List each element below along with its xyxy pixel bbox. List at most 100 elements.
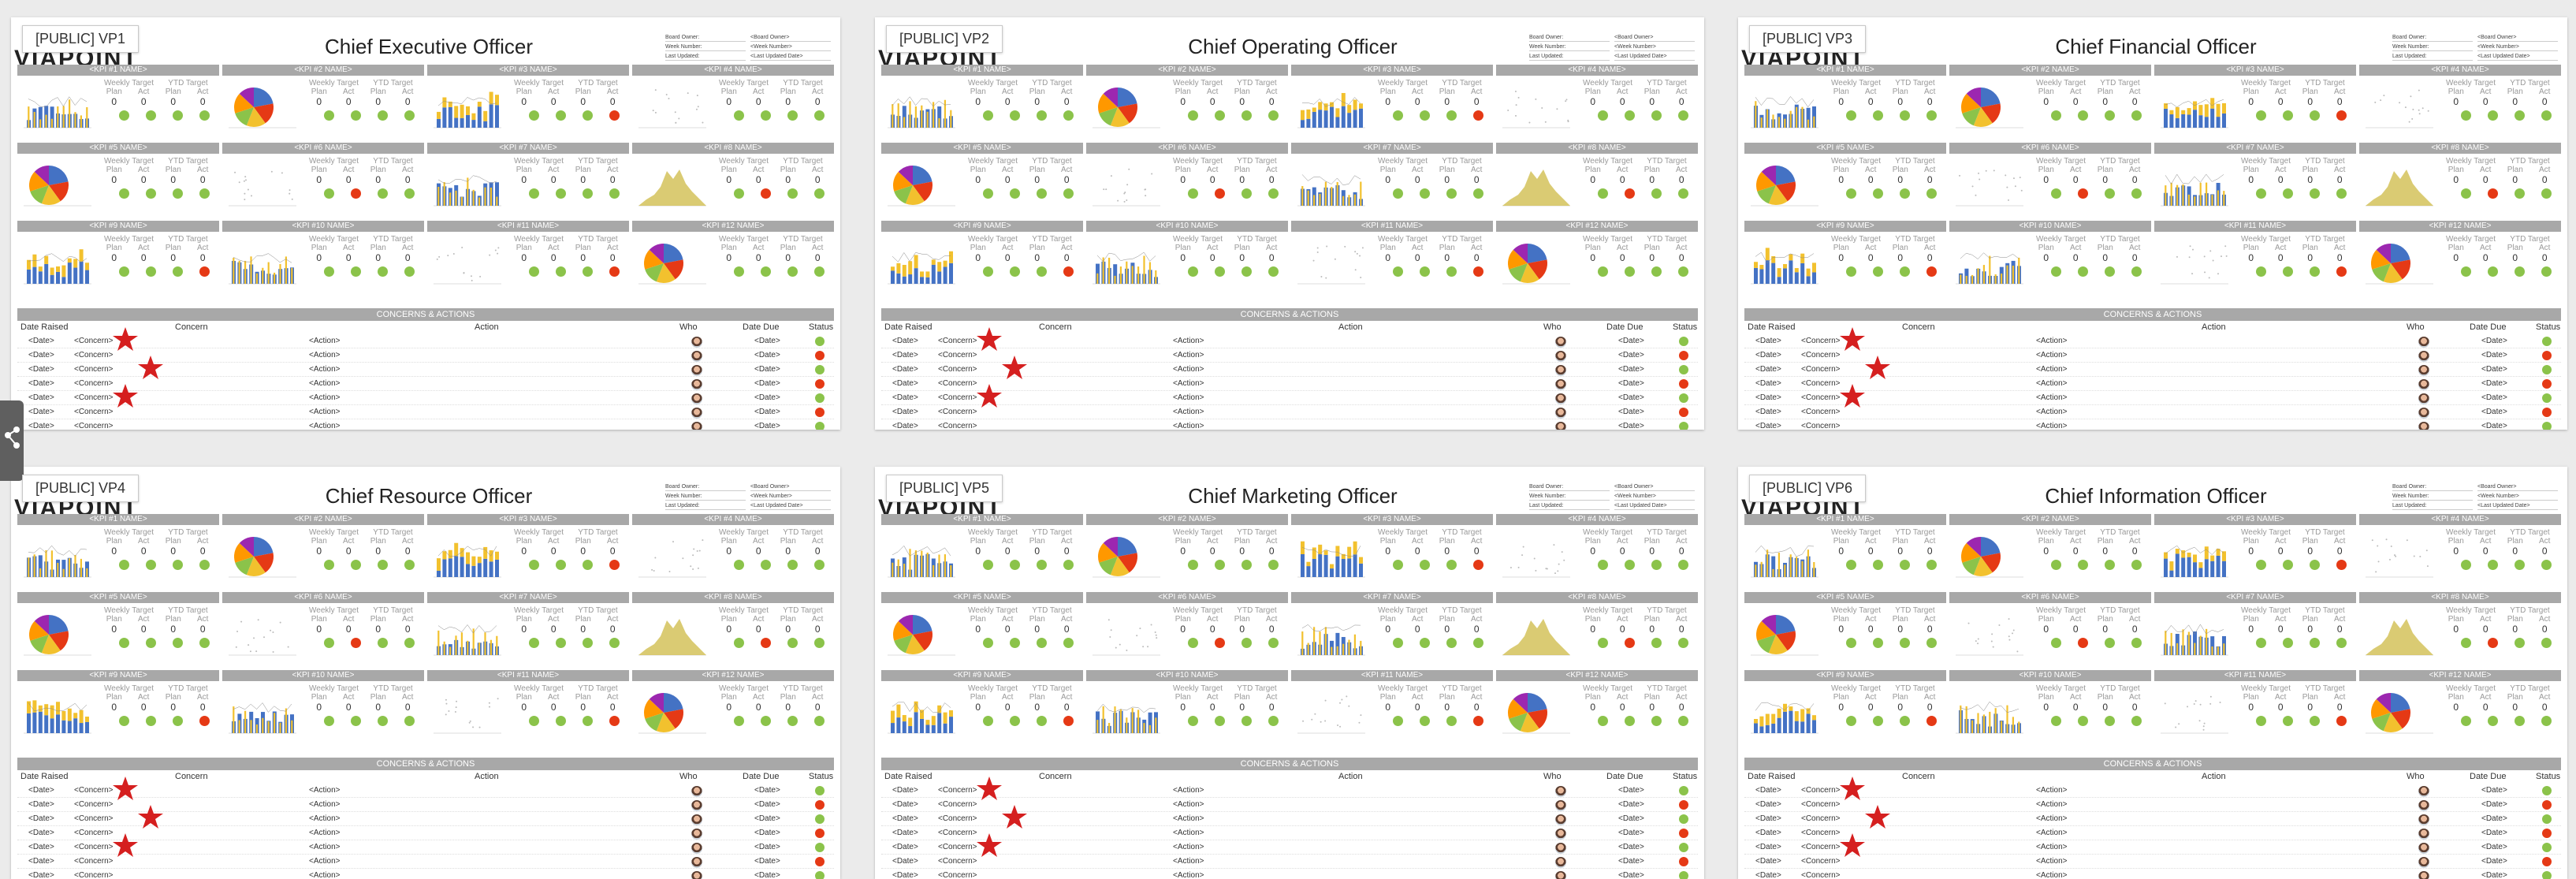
dashboard-panel[interactable]: VIAPOINT [PUBLIC] VP1 Chief Executive Offi… bbox=[11, 17, 840, 430]
kpi-card[interactable]: <KPI #9 NAME> Weekly Target YTD Target Plan… bbox=[1744, 221, 1946, 296]
concern-row[interactable]: <Date> <Concern> <Action> <Date> bbox=[1744, 363, 2561, 377]
concern-row[interactable]: <Date> <Concern> <Action> <Date> bbox=[17, 869, 834, 879]
concern-row[interactable]: <Date> <Concern> <Action> <Date> bbox=[881, 419, 1698, 430]
kpi-card[interactable]: <KPI #3 NAME> Weekly Target YTD Target Plan… bbox=[427, 65, 629, 140]
concern-row[interactable]: <Date> <Concern> <Action> <Date> bbox=[17, 419, 834, 430]
kpi-card[interactable]: <KPI #7 NAME> Weekly Target YTD Target Plan… bbox=[427, 143, 629, 218]
kpi-card[interactable]: <KPI #11 NAME> Weekly Target YTD Target Pla… bbox=[1291, 670, 1493, 745]
kpi-card[interactable]: <KPI #5 NAME> Weekly Target YTD Target Plan… bbox=[1744, 143, 1946, 218]
kpi-card[interactable]: <KPI #12 NAME> Weekly Target YTD Target Pla… bbox=[2359, 221, 2561, 296]
kpi-card[interactable]: <KPI #4 NAME> Weekly Target YTD Target Plan… bbox=[1496, 65, 1698, 140]
kpi-card[interactable]: <KPI #4 NAME> Weekly Target YTD Target Plan… bbox=[1496, 514, 1698, 589]
panel-tag[interactable]: [PUBLIC] VP5 bbox=[886, 475, 1003, 502]
panel-tag[interactable]: [PUBLIC] VP4 bbox=[22, 475, 140, 502]
kpi-card[interactable]: <KPI #4 NAME> Weekly Target YTD Target Plan… bbox=[632, 65, 834, 140]
concern-row[interactable]: <Date> <Concern> <Action> <Date> bbox=[1744, 405, 2561, 419]
kpi-card[interactable]: <KPI #11 NAME> Weekly Target YTD Target Pla… bbox=[1291, 221, 1493, 296]
kpi-card[interactable]: <KPI #9 NAME> Weekly Target YTD Target Plan… bbox=[1744, 670, 1946, 745]
kpi-card[interactable]: <KPI #6 NAME> Weekly Target YTD Target Plan… bbox=[1949, 592, 2151, 667]
dashboard-panel[interactable]: VIAPOINT [PUBLIC] VP6 Chief Information Of… bbox=[1738, 467, 2567, 879]
kpi-card[interactable]: <KPI #7 NAME> Weekly Target YTD Target Plan… bbox=[427, 592, 629, 667]
concern-row[interactable]: <Date> <Concern> <Action> <Date> bbox=[881, 334, 1698, 348]
kpi-card[interactable]: <KPI #4 NAME> Weekly Target YTD Target Plan… bbox=[2359, 514, 2561, 589]
concern-row[interactable]: <Date> <Concern> <Action> <Date> bbox=[881, 363, 1698, 377]
concern-row[interactable]: <Date> <Concern> <Action> <Date> bbox=[881, 784, 1698, 798]
kpi-card[interactable]: <KPI #10 NAME> Weekly Target YTD Target Pla… bbox=[222, 221, 424, 296]
concern-row[interactable]: <Date> <Concern> <Action> <Date> bbox=[1744, 377, 2561, 391]
kpi-card[interactable]: <KPI #7 NAME> Weekly Target YTD Target Plan… bbox=[2154, 592, 2356, 667]
concern-row[interactable]: <Date> <Concern> <Action> <Date> bbox=[1744, 869, 2561, 879]
kpi-card[interactable]: <KPI #8 NAME> Weekly Target YTD Target Plan… bbox=[1496, 592, 1698, 667]
concern-row[interactable]: <Date> <Concern> <Action> <Date> bbox=[1744, 840, 2561, 855]
concern-row[interactable]: <Date> <Concern> <Action> <Date> bbox=[1744, 812, 2561, 826]
concern-row[interactable]: <Date> <Concern> <Action> <Date> bbox=[17, 391, 834, 405]
concern-row[interactable]: <Date> <Concern> <Action> <Date> bbox=[17, 348, 834, 363]
panel-tag[interactable]: [PUBLIC] VP1 bbox=[22, 25, 140, 53]
concern-row[interactable]: <Date> <Concern> <Action> <Date> bbox=[17, 334, 834, 348]
kpi-card[interactable]: <KPI #11 NAME> Weekly Target YTD Target Pla… bbox=[2154, 221, 2356, 296]
dashboard-panel[interactable]: VIAPOINT [PUBLIC] VP5 Chief Marketing Offi… bbox=[875, 467, 1704, 879]
concern-row[interactable]: <Date> <Concern> <Action> <Date> bbox=[881, 391, 1698, 405]
kpi-card[interactable]: <KPI #7 NAME> Weekly Target YTD Target Plan… bbox=[1291, 143, 1493, 218]
concern-row[interactable]: <Date> <Concern> <Action> <Date> bbox=[17, 798, 834, 812]
panel-tag[interactable]: [PUBLIC] VP2 bbox=[886, 25, 1003, 53]
concern-row[interactable]: <Date> <Concern> <Action> <Date> bbox=[1744, 419, 2561, 430]
kpi-card[interactable]: <KPI #2 NAME> Weekly Target YTD Target Plan… bbox=[1086, 65, 1288, 140]
concern-row[interactable]: <Date> <Concern> <Action> <Date> bbox=[881, 855, 1698, 869]
concern-row[interactable]: <Date> <Concern> <Action> <Date> bbox=[1744, 826, 2561, 840]
kpi-card[interactable]: <KPI #4 NAME> Weekly Target YTD Target Plan… bbox=[2359, 65, 2561, 140]
kpi-card[interactable]: <KPI #10 NAME> Weekly Target YTD Target Pla… bbox=[1086, 670, 1288, 745]
concern-row[interactable]: <Date> <Concern> <Action> <Date> bbox=[881, 826, 1698, 840]
kpi-card[interactable]: <KPI #10 NAME> Weekly Target YTD Target Pla… bbox=[1949, 670, 2151, 745]
kpi-card[interactable]: <KPI #5 NAME> Weekly Target YTD Target Plan… bbox=[17, 143, 219, 218]
kpi-card[interactable]: <KPI #5 NAME> Weekly Target YTD Target Plan… bbox=[17, 592, 219, 667]
kpi-card[interactable]: <KPI #8 NAME> Weekly Target YTD Target Plan… bbox=[632, 143, 834, 218]
kpi-card[interactable]: <KPI #9 NAME> Weekly Target YTD Target Plan… bbox=[17, 670, 219, 745]
kpi-card[interactable]: <KPI #12 NAME> Weekly Target YTD Target Pla… bbox=[1496, 221, 1698, 296]
kpi-card[interactable]: <KPI #3 NAME> Weekly Target YTD Target Plan… bbox=[2154, 65, 2356, 140]
kpi-card[interactable]: <KPI #1 NAME> Weekly Target YTD Target Plan… bbox=[17, 514, 219, 589]
kpi-card[interactable]: <KPI #2 NAME> Weekly Target YTD Target Plan… bbox=[1949, 65, 2151, 140]
panel-tag[interactable]: [PUBLIC] VP6 bbox=[1749, 475, 1867, 502]
kpi-card[interactable]: <KPI #1 NAME> Weekly Target YTD Target Plan… bbox=[881, 65, 1083, 140]
kpi-card[interactable]: <KPI #5 NAME> Weekly Target YTD Target Plan… bbox=[1744, 592, 1946, 667]
concern-row[interactable]: <Date> <Concern> <Action> <Date> bbox=[17, 812, 834, 826]
dashboard-panel[interactable]: VIAPOINT [PUBLIC] VP3 Chief Financial Offi… bbox=[1738, 17, 2567, 430]
concern-row[interactable]: <Date> <Concern> <Action> <Date> bbox=[881, 348, 1698, 363]
panel-tag[interactable]: [PUBLIC] VP3 bbox=[1749, 25, 1867, 53]
kpi-card[interactable]: <KPI #9 NAME> Weekly Target YTD Target Plan… bbox=[881, 221, 1083, 296]
concern-row[interactable]: <Date> <Concern> <Action> <Date> bbox=[1744, 784, 2561, 798]
concern-row[interactable]: <Date> <Concern> <Action> <Date> bbox=[1744, 391, 2561, 405]
concern-row[interactable]: <Date> <Concern> <Action> <Date> bbox=[881, 405, 1698, 419]
kpi-card[interactable]: <KPI #6 NAME> Weekly Target YTD Target Plan… bbox=[222, 592, 424, 667]
kpi-card[interactable]: <KPI #5 NAME> Weekly Target YTD Target Plan… bbox=[881, 592, 1083, 667]
kpi-card[interactable]: <KPI #3 NAME> Weekly Target YTD Target Plan… bbox=[1291, 514, 1493, 589]
kpi-card[interactable]: <KPI #11 NAME> Weekly Target YTD Target Pla… bbox=[427, 670, 629, 745]
kpi-card[interactable]: <KPI #8 NAME> Weekly Target YTD Target Plan… bbox=[2359, 592, 2561, 667]
kpi-card[interactable]: <KPI #8 NAME> Weekly Target YTD Target Plan… bbox=[1496, 143, 1698, 218]
kpi-card[interactable]: <KPI #12 NAME> Weekly Target YTD Target Pla… bbox=[1496, 670, 1698, 745]
kpi-card[interactable]: <KPI #1 NAME> Weekly Target YTD Target Plan… bbox=[1744, 65, 1946, 140]
kpi-card[interactable]: <KPI #12 NAME> Weekly Target YTD Target Pla… bbox=[632, 670, 834, 745]
concern-row[interactable]: <Date> <Concern> <Action> <Date> bbox=[881, 840, 1698, 855]
concern-row[interactable]: <Date> <Concern> <Action> <Date> bbox=[17, 855, 834, 869]
concern-row[interactable]: <Date> <Concern> <Action> <Date> bbox=[17, 840, 834, 855]
kpi-card[interactable]: <KPI #6 NAME> Weekly Target YTD Target Plan… bbox=[1086, 592, 1288, 667]
kpi-card[interactable]: <KPI #5 NAME> Weekly Target YTD Target Plan… bbox=[881, 143, 1083, 218]
kpi-card[interactable]: <KPI #8 NAME> Weekly Target YTD Target Plan… bbox=[2359, 143, 2561, 218]
concern-row[interactable]: <Date> <Concern> <Action> <Date> bbox=[881, 812, 1698, 826]
kpi-card[interactable]: <KPI #2 NAME> Weekly Target YTD Target Plan… bbox=[1086, 514, 1288, 589]
dashboard-panel[interactable]: VIAPOINT [PUBLIC] VP2 Chief Operating Offi… bbox=[875, 17, 1704, 430]
concern-row[interactable]: <Date> <Concern> <Action> <Date> bbox=[17, 377, 834, 391]
kpi-card[interactable]: <KPI #4 NAME> Weekly Target YTD Target Plan… bbox=[632, 514, 834, 589]
kpi-card[interactable]: <KPI #8 NAME> Weekly Target YTD Target Plan… bbox=[632, 592, 834, 667]
concern-row[interactable]: <Date> <Concern> <Action> <Date> bbox=[17, 405, 834, 419]
side-share-tab[interactable] bbox=[0, 400, 24, 481]
concern-row[interactable]: <Date> <Concern> <Action> <Date> bbox=[881, 869, 1698, 879]
kpi-card[interactable]: <KPI #9 NAME> Weekly Target YTD Target Plan… bbox=[17, 221, 219, 296]
kpi-card[interactable]: <KPI #2 NAME> Weekly Target YTD Target Plan… bbox=[1949, 514, 2151, 589]
kpi-card[interactable]: <KPI #12 NAME> Weekly Target YTD Target Pla… bbox=[632, 221, 834, 296]
concern-row[interactable]: <Date> <Concern> <Action> <Date> bbox=[1744, 798, 2561, 812]
kpi-card[interactable]: <KPI #1 NAME> Weekly Target YTD Target Plan… bbox=[17, 65, 219, 140]
kpi-card[interactable]: <KPI #6 NAME> Weekly Target YTD Target Plan… bbox=[1949, 143, 2151, 218]
